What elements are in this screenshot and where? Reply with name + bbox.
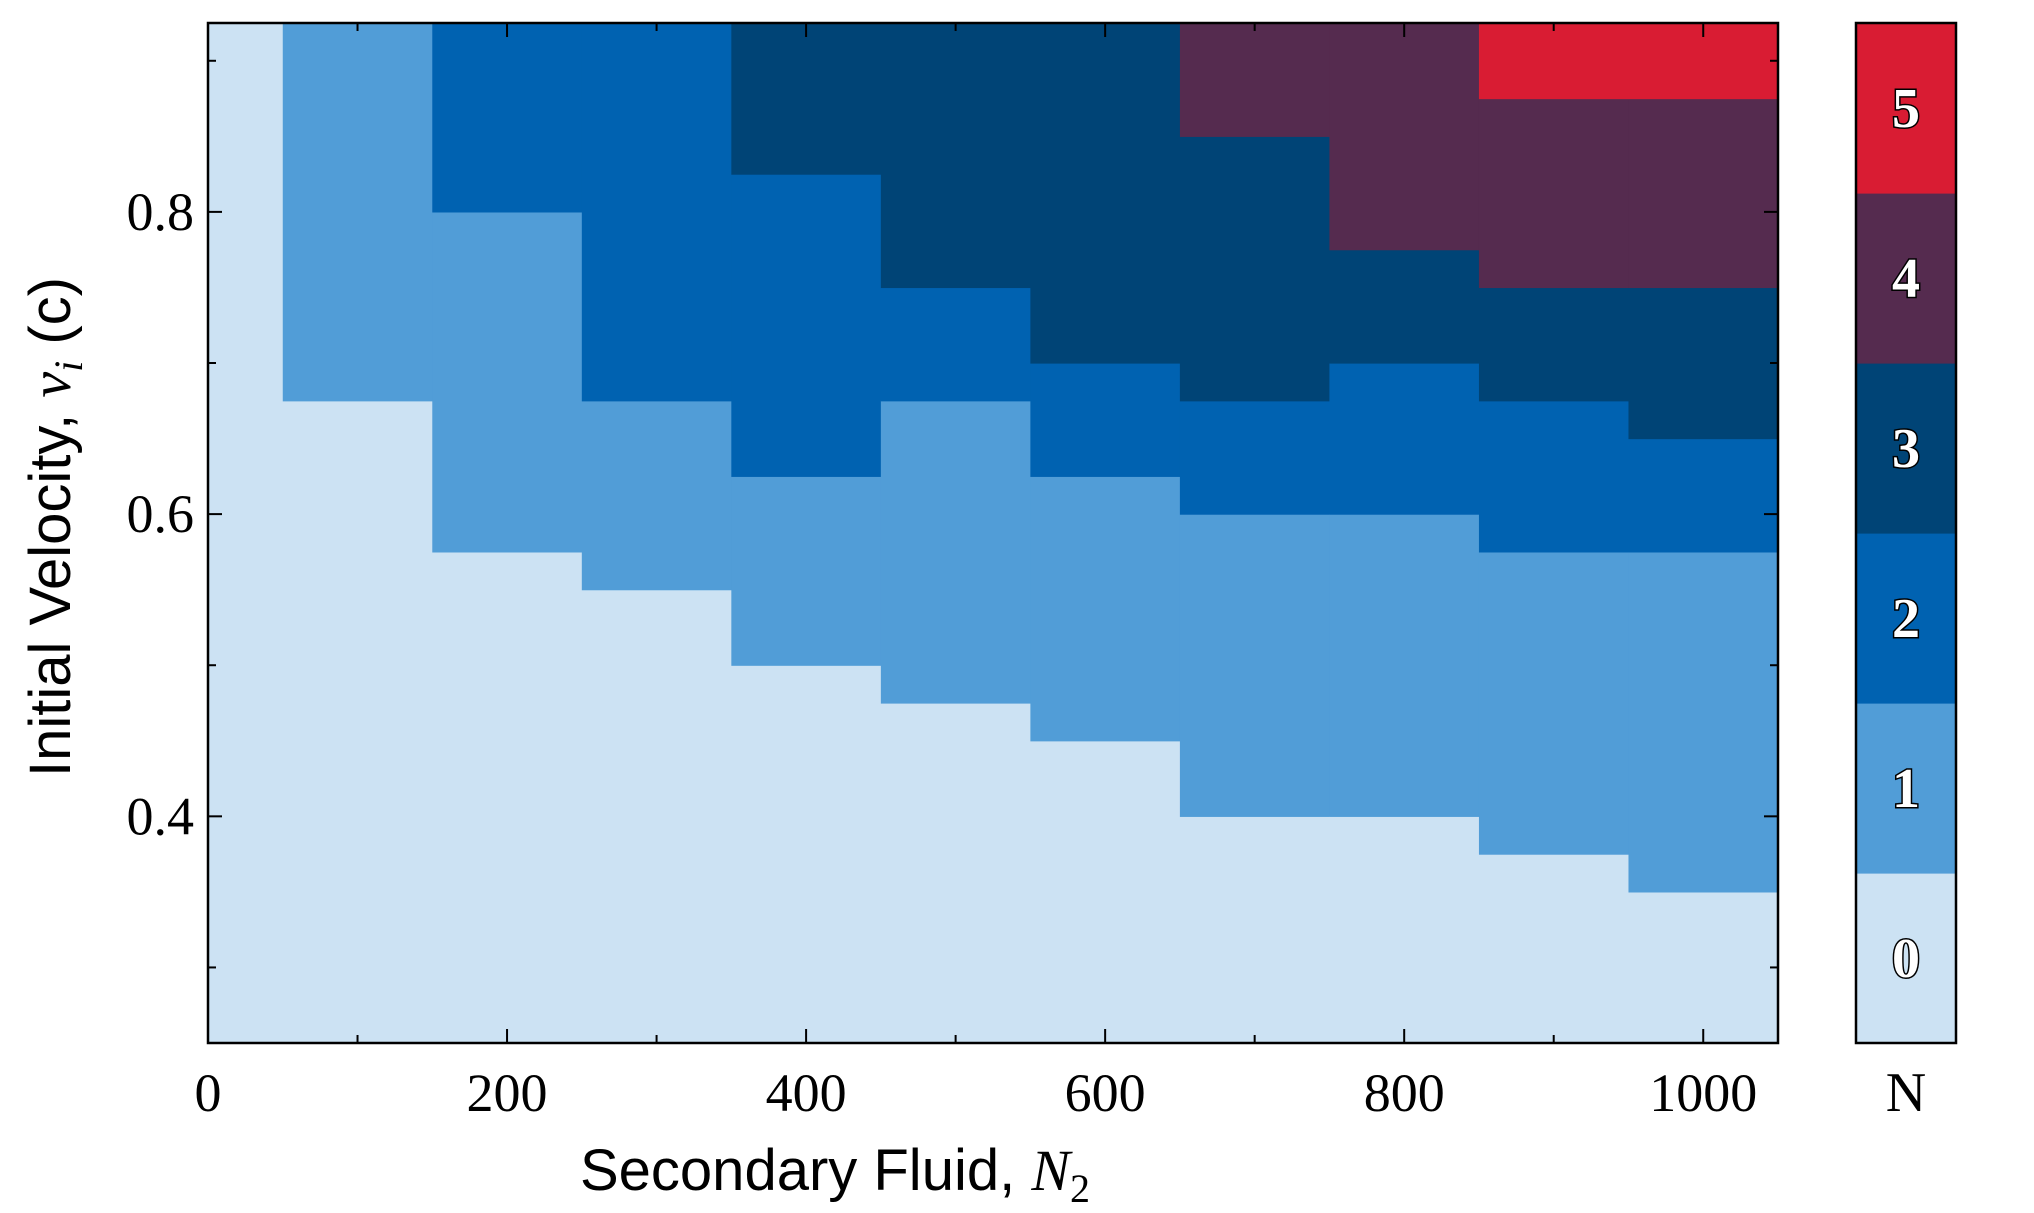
colorbar-swatch-1 [1856, 703, 1956, 874]
heatmap-cell-col8-level0 [1329, 816, 1480, 1044]
heatmap-cell-col1-level0 [282, 400, 433, 1044]
heatmap-cell-col4-level2 [731, 174, 882, 477]
colorbar-level-label: 3 [1892, 418, 1920, 480]
colorbar-swatch-4 [1856, 193, 1956, 364]
axis-tick-labels: 0 200 400 600 800 1000 0.4 0.6 0.8 [127, 182, 1758, 1123]
plot-frame [206, 21, 1780, 1045]
heatmap-cell-col5-level3 [880, 23, 1031, 289]
heatmap-cell-col10-level3 [1628, 287, 1779, 440]
y-tick-label: 0.4 [127, 786, 195, 846]
heatmap-cell-col6-level2 [1030, 363, 1181, 477]
heatmap-cell-col2-level2 [432, 23, 583, 213]
heatmap-cell-col8-level1 [1329, 514, 1480, 817]
heatmap-cell-col9-level4 [1478, 98, 1630, 289]
colorbar-swatch-2 [1856, 533, 1956, 704]
y-tick-label: 0.8 [127, 182, 195, 242]
heatmap-cell-col3-level1 [581, 400, 732, 591]
heatmap-cell-col10-level2 [1628, 438, 1779, 553]
heatmap-cell-col8-level3 [1329, 249, 1480, 364]
colorbar: 0 1 2 3 4 5 [1856, 23, 1956, 1044]
heatmap-cell-col9-level0 [1478, 854, 1630, 1044]
heatmap-cell-col4-level0 [731, 665, 882, 1044]
heatmap-cell-col8-level4 [1329, 23, 1480, 251]
colorbar-level-label: 5 [1892, 78, 1920, 140]
heatmap-cell-col5-level2 [880, 287, 1031, 402]
heatmap-cell-col2-level1 [432, 211, 583, 553]
heatmap-cell-col1-level1 [282, 23, 433, 402]
heatmap-cell-col7-level1 [1179, 514, 1331, 817]
heatmap-cell-col2-level0 [432, 551, 583, 1044]
x-axis-label: Secondary Fluid, N2 [580, 1138, 1090, 1211]
heatmap-cell-col9-level3 [1478, 287, 1630, 402]
heatmap-cell-col7-level2 [1179, 400, 1331, 515]
colorbar-swatch-5 [1856, 23, 1956, 194]
heatmap-cell-col10-level1 [1628, 551, 1779, 893]
colorbar-level-label: 4 [1892, 248, 1920, 310]
x-tick-label: 600 [1065, 1063, 1146, 1123]
heatmap-cell-col3-level0 [581, 589, 732, 1044]
heatmap-cell-col10-level0 [1628, 891, 1779, 1044]
colorbar-level-label: 0 [1892, 928, 1920, 990]
heatmap-cell-col5-level0 [880, 703, 1031, 1044]
x-tick-label: 0 [195, 1063, 222, 1123]
heatmap-cell-col6-level3 [1030, 23, 1181, 364]
heatmap-cell-col9-level1 [1478, 551, 1630, 855]
colorbar-frame [1854, 21, 1958, 1045]
colorbar-label: N [1886, 1062, 1926, 1124]
y-tick-label: 0.6 [127, 484, 195, 544]
heatmap-cell-col9-level2 [1478, 400, 1630, 553]
x-tick-label: 800 [1364, 1063, 1445, 1123]
heatmap-cell-col5-level1 [880, 400, 1031, 704]
heatmap-cell-col6-level1 [1030, 476, 1181, 742]
heatmap-cells [208, 23, 1779, 1044]
colorbar-level-label: 1 [1892, 758, 1920, 820]
heatmap-cell-col7-level0 [1179, 816, 1331, 1044]
heatmap-cell-col3-level2 [581, 23, 732, 402]
heatmap-cell-col10-level4 [1628, 98, 1779, 289]
heatmap-cell-col7-level4 [1179, 23, 1331, 137]
colorbar-swatch-0 [1856, 873, 1956, 1044]
axis-ticks [207, 23, 1778, 1043]
heatmap-cell-col4-level3 [731, 23, 882, 175]
heatmap-cell-col7-level3 [1179, 136, 1331, 402]
heatmap-cell-col6-level0 [1030, 740, 1181, 1044]
heatmap-cell-col9-level5 [1478, 23, 1630, 100]
x-tick-label: 400 [766, 1063, 847, 1123]
colorbar-level-label: 2 [1892, 588, 1920, 650]
heatmap-cell-col4-level1 [731, 476, 882, 666]
y-axis-label: Initial Velocity, vi (c) [18, 277, 91, 777]
heatmap-cell-col8-level2 [1329, 363, 1480, 515]
x-tick-label: 200 [467, 1063, 548, 1123]
heatmap-cell-col0-level0 [208, 23, 284, 1044]
colorbar-swatch-3 [1856, 363, 1956, 534]
x-tick-label: 1000 [1649, 1063, 1757, 1123]
